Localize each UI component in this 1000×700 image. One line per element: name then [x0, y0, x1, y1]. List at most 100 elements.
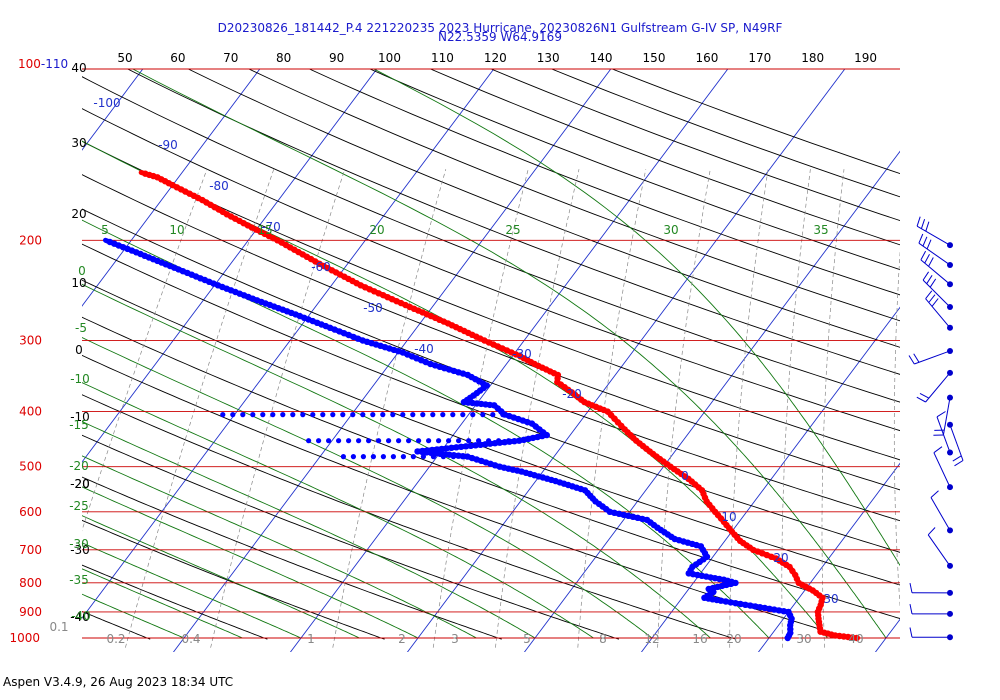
- dewpoint-point: [414, 448, 421, 455]
- moist-adiabat-line: [82, 455, 477, 639]
- isotherm-label: 20: [773, 551, 788, 565]
- dewpoint-point: [496, 438, 502, 444]
- dry-adiabat-line: [489, 69, 900, 222]
- moist-adiabat-line: [82, 382, 594, 639]
- dewpoint-point: [472, 442, 479, 449]
- mixing-ratio-line: [432, 169, 529, 648]
- mixing-ratio-label: 12: [644, 632, 659, 646]
- isotherm-label: 0: [681, 469, 689, 483]
- dewpoint-point: [476, 438, 482, 444]
- dewpoint-point: [390, 412, 396, 418]
- moist-adiabat-line: [82, 515, 360, 639]
- dewpoint-point: [280, 412, 286, 418]
- dewpoint-point: [756, 604, 764, 611]
- moist-adiabat-line: [82, 542, 302, 639]
- mixing-ratio-line: [729, 169, 769, 648]
- moist-adiabat-label: -40: [71, 609, 91, 623]
- dewpoint-point: [356, 438, 362, 444]
- dewpoint-point: [443, 445, 450, 452]
- dewpoint-point: [220, 412, 226, 418]
- adiabat-label: 15: [257, 223, 272, 237]
- wind-barb: [922, 271, 953, 311]
- mixing-ratio-line: [495, 169, 580, 648]
- isotherm-label: -60: [311, 260, 331, 274]
- dewpoint-point: [366, 438, 372, 444]
- dry-adiabat-line: [610, 69, 900, 175]
- moist-adiabat-label: -15: [69, 418, 89, 432]
- mixing-ratio-line: [125, 169, 275, 648]
- dry-adiabat-line: [82, 76, 900, 403]
- moist-adiabat-line: [82, 421, 536, 639]
- wind-barb: [930, 490, 953, 534]
- dewpoint-point: [490, 412, 496, 418]
- mixing-ratio-line: [332, 169, 447, 648]
- adiabat-label: 25: [505, 223, 520, 237]
- dewpoint-point: [420, 454, 426, 460]
- chart-subtitle: N22.5359 W64.9169: [438, 30, 562, 44]
- moist-adiabat-line: [131, 69, 887, 639]
- moist-adiabat-line: [82, 593, 185, 639]
- dewpoint-point: [316, 438, 322, 444]
- dewpoint-point: [396, 438, 402, 444]
- dewpoint-point: [386, 438, 392, 444]
- dry-adiabat-line: [82, 279, 900, 586]
- dewpoint-point: [350, 412, 356, 418]
- isotherm-label: -50: [363, 301, 383, 315]
- wind-barb: [916, 369, 953, 403]
- top-temperature-label: 180: [801, 51, 824, 65]
- pressure-label: 500: [19, 460, 42, 474]
- isotherm-label: -40: [414, 342, 434, 356]
- wind-barb: [947, 421, 964, 467]
- dewpoint-point: [462, 443, 470, 450]
- adiabat-label: 10: [169, 223, 184, 237]
- isotherm-label: -20: [562, 387, 582, 401]
- dewpoint-point: [511, 438, 518, 445]
- mixing-ratio-line: [657, 169, 711, 648]
- dewpoint-point: [410, 412, 416, 418]
- isotherm-label: -80: [209, 179, 229, 193]
- dewpoint-point: [350, 454, 356, 460]
- dewpoint-point: [420, 412, 426, 418]
- height-label: 0: [75, 343, 83, 357]
- dewpoint-point: [330, 412, 336, 418]
- dewpoint-point: [428, 446, 436, 454]
- dewpoint-point: [761, 604, 768, 612]
- isotherm-line: [82, 69, 495, 619]
- pressure-label: 300: [19, 333, 42, 347]
- dewpoint-point: [440, 454, 446, 460]
- dewpoint-point: [376, 438, 382, 444]
- dewpoint-point: [732, 600, 739, 607]
- dewpoint-point: [380, 454, 386, 460]
- top-temperature-label: 90: [329, 51, 344, 65]
- adiabat-label: 5: [101, 223, 109, 237]
- dewpoint-point: [482, 441, 489, 448]
- dewpoint-point: [419, 447, 426, 455]
- wind-barb: [909, 582, 953, 596]
- dewpoint-point: [390, 454, 396, 460]
- dewpoint-point: [486, 438, 492, 444]
- wind-barb: [927, 527, 953, 569]
- dry-adiabat-line: [82, 316, 900, 619]
- dewpoint-point: [430, 412, 436, 418]
- dewpoint-point: [775, 607, 783, 614]
- wind-barb: [909, 627, 953, 641]
- dewpoint-point: [457, 443, 465, 450]
- dewpoint-point: [230, 412, 236, 418]
- dry-adiabat-line: [82, 476, 502, 640]
- moist-adiabat-label: -5: [75, 321, 87, 335]
- moist-adiabat-line: [82, 568, 243, 639]
- isotherm-label: -70: [261, 220, 281, 234]
- dewpoint-point: [506, 438, 512, 444]
- isotherm-line: [757, 462, 900, 652]
- isotherm-label: -100: [93, 96, 120, 110]
- dewpoint-point: [400, 454, 406, 460]
- dewpoint-point: [326, 438, 332, 444]
- pressure-label: 1000: [9, 631, 40, 645]
- chart-title: D20230826_181442_P.4 221220235 2023 Hurr…: [217, 21, 783, 35]
- temperature-point: [142, 170, 149, 177]
- mixing-ratio-label: 0.2: [106, 632, 125, 646]
- mixing-ratio-line: [821, 169, 845, 648]
- dry-adiabat-line: [82, 174, 900, 491]
- dewpoint-point: [516, 438, 522, 444]
- dewpoint-point: [448, 444, 455, 451]
